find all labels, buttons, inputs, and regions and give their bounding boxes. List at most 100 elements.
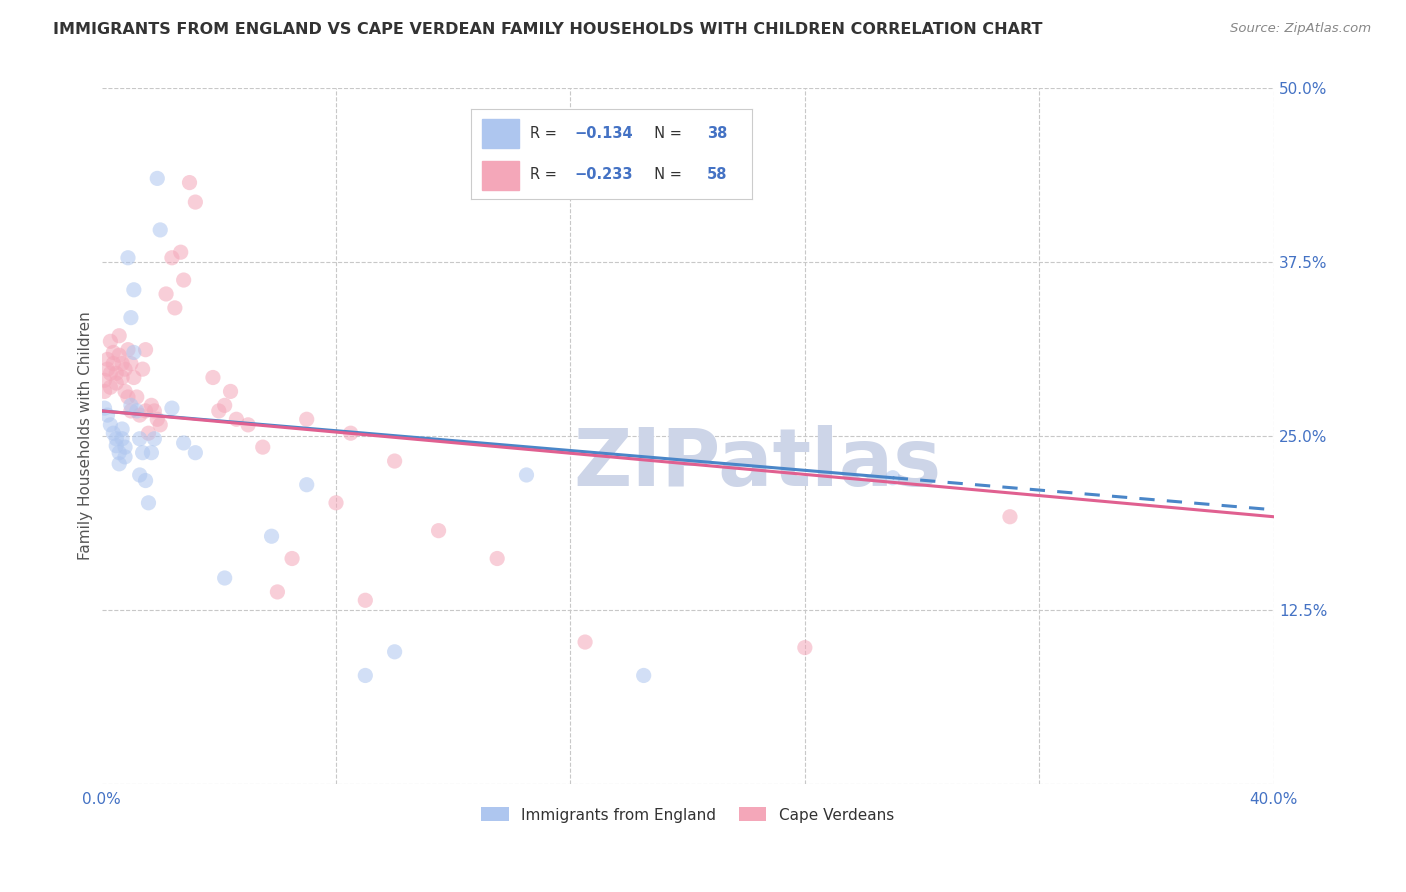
Point xyxy=(111,370,134,384)
Text: ZIPatlas: ZIPatlas xyxy=(574,425,942,503)
Point xyxy=(131,446,153,460)
Point xyxy=(117,343,139,357)
Point xyxy=(281,551,304,566)
Point xyxy=(120,398,142,412)
Point xyxy=(163,301,186,315)
Point xyxy=(155,287,177,301)
Point xyxy=(105,439,128,453)
Point xyxy=(219,384,242,399)
Point xyxy=(100,417,122,432)
Point xyxy=(125,404,148,418)
Point xyxy=(100,380,122,394)
Point xyxy=(114,440,136,454)
Point xyxy=(105,367,128,381)
Point xyxy=(135,404,157,418)
Point xyxy=(108,457,131,471)
Point xyxy=(93,384,115,399)
Point xyxy=(143,432,166,446)
Point xyxy=(184,446,207,460)
Point xyxy=(135,343,157,357)
Point xyxy=(114,384,136,399)
Point xyxy=(128,408,150,422)
Point xyxy=(128,432,150,446)
Point xyxy=(225,412,247,426)
Point xyxy=(173,273,195,287)
Point xyxy=(100,334,122,349)
Point xyxy=(103,426,125,441)
Point xyxy=(325,496,347,510)
Point xyxy=(105,432,128,446)
Point xyxy=(143,404,166,418)
Point xyxy=(260,529,283,543)
Point xyxy=(384,645,406,659)
Point xyxy=(93,373,115,387)
Point xyxy=(146,412,169,426)
Point xyxy=(108,348,131,362)
Point xyxy=(103,345,125,359)
Point xyxy=(793,640,815,655)
Point xyxy=(214,398,236,412)
Point xyxy=(138,426,160,441)
Point xyxy=(214,571,236,585)
Point xyxy=(882,471,904,485)
Point xyxy=(633,668,655,682)
Point xyxy=(574,635,596,649)
Text: Source: ZipAtlas.com: Source: ZipAtlas.com xyxy=(1230,22,1371,36)
Point xyxy=(111,357,134,371)
Point xyxy=(108,446,131,460)
Point xyxy=(131,362,153,376)
Point xyxy=(160,401,183,416)
Point xyxy=(354,668,377,682)
Point xyxy=(114,362,136,376)
Point xyxy=(236,417,259,432)
Point xyxy=(998,509,1021,524)
Point xyxy=(111,432,134,446)
Point xyxy=(515,467,537,482)
Point xyxy=(354,593,377,607)
Point xyxy=(128,467,150,482)
Point xyxy=(100,367,122,381)
Point xyxy=(149,417,172,432)
Point xyxy=(266,585,288,599)
Point xyxy=(105,376,128,390)
Point xyxy=(122,345,145,359)
Y-axis label: Family Households with Children: Family Households with Children xyxy=(79,311,93,560)
Point xyxy=(125,390,148,404)
Point xyxy=(339,426,361,441)
Point xyxy=(208,404,231,418)
Point xyxy=(201,370,224,384)
Point xyxy=(179,176,201,190)
Point xyxy=(111,422,134,436)
Point xyxy=(384,454,406,468)
Point xyxy=(120,357,142,371)
Point xyxy=(295,477,318,491)
Point xyxy=(96,408,118,422)
Point xyxy=(146,171,169,186)
Point xyxy=(149,223,172,237)
Point xyxy=(160,251,183,265)
Point xyxy=(122,283,145,297)
Point xyxy=(96,352,118,367)
Point xyxy=(135,474,157,488)
Point xyxy=(93,401,115,416)
Point xyxy=(96,362,118,376)
Point xyxy=(141,398,163,412)
Point xyxy=(170,245,193,260)
Point xyxy=(117,251,139,265)
Point xyxy=(141,446,163,460)
Point xyxy=(295,412,318,426)
Point xyxy=(486,551,509,566)
Point xyxy=(114,450,136,464)
Point xyxy=(184,195,207,210)
Point xyxy=(117,390,139,404)
Point xyxy=(427,524,450,538)
Text: IMMIGRANTS FROM ENGLAND VS CAPE VERDEAN FAMILY HOUSEHOLDS WITH CHILDREN CORRELAT: IMMIGRANTS FROM ENGLAND VS CAPE VERDEAN … xyxy=(53,22,1043,37)
Legend: Immigrants from England, Cape Verdeans: Immigrants from England, Cape Verdeans xyxy=(475,801,900,829)
Point xyxy=(108,328,131,343)
Point xyxy=(138,496,160,510)
Point xyxy=(122,370,145,384)
Point xyxy=(252,440,274,454)
Point xyxy=(173,436,195,450)
Point xyxy=(103,357,125,371)
Point xyxy=(120,310,142,325)
